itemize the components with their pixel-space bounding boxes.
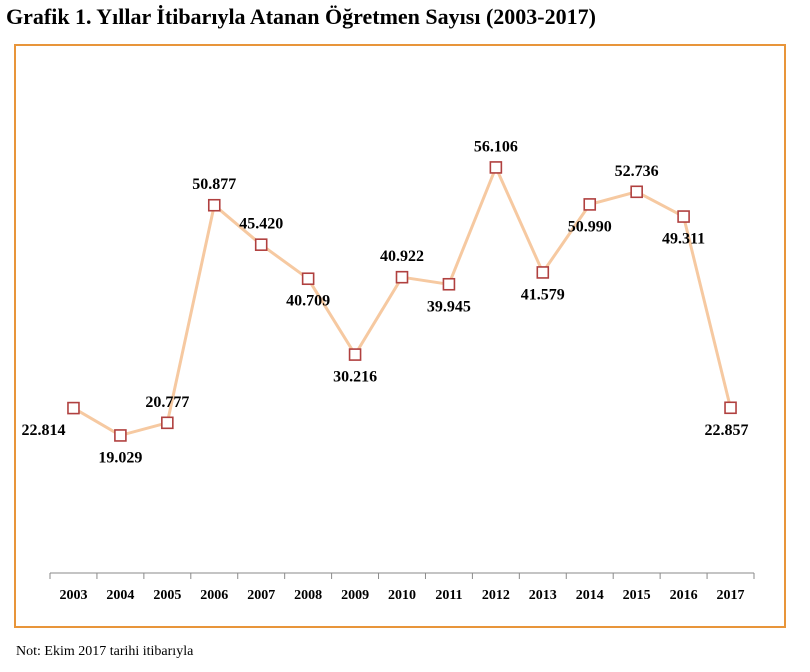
data-label: 50.877 [192, 176, 236, 193]
x-tick-label: 2006 [200, 588, 228, 603]
data-point-marker [583, 198, 597, 211]
data-point-marker [395, 270, 409, 284]
x-tick-label: 2008 [294, 588, 322, 603]
x-tick-label: 2007 [247, 588, 275, 603]
data-label: 45.420 [239, 216, 283, 233]
data-point-marker [254, 238, 268, 251]
data-label: 40.709 [286, 293, 330, 310]
x-tick-label: 2012 [482, 588, 510, 603]
data-label: 22.814 [21, 422, 65, 439]
x-tick-label: 2015 [623, 588, 651, 603]
footnote: Not: Ekim 2017 tarihi itibarıyla [16, 644, 194, 659]
data-point-marker [207, 198, 221, 212]
x-tick-label: 2013 [529, 588, 557, 603]
x-tick-label: 2017 [717, 588, 745, 603]
data-label: 19.029 [98, 449, 142, 466]
data-point-marker [677, 210, 690, 223]
data-point-marker [442, 277, 456, 291]
data-point-marker [114, 429, 127, 442]
x-tick-label: 2005 [153, 588, 181, 603]
data-point-marker [161, 416, 174, 430]
data-label: 30.216 [333, 369, 377, 386]
data-label: 49.311 [662, 231, 705, 248]
x-tick-label: 2009 [341, 588, 369, 603]
x-tick-label: 2004 [106, 588, 134, 603]
data-label: 40.922 [380, 248, 424, 265]
data-point-marker [630, 185, 643, 199]
x-tick-label: 2010 [388, 588, 416, 603]
data-label: 56.106 [474, 138, 518, 155]
data-point-marker [301, 272, 315, 286]
data-point-marker [536, 266, 550, 279]
x-tick-label: 2014 [576, 588, 604, 603]
x-tick-label: 2011 [435, 588, 462, 603]
data-point-marker [724, 401, 737, 415]
data-point-marker [67, 401, 80, 415]
data-label: 41.579 [521, 286, 565, 303]
chart-frame: 2003 2004 2005 2006 2007 2008 2009 2010 2011 2012… [14, 44, 786, 628]
data-label: 22.857 [705, 422, 749, 439]
data-label: 50.990 [568, 218, 612, 235]
data-label: 52.736 [615, 163, 659, 180]
data-point-marker [348, 348, 362, 361]
data-label: 20.777 [145, 394, 189, 411]
line-chart: 2003 2004 2005 2006 2007 2008 2009 2010 2011 2012… [21, 138, 755, 603]
data-point-marker [489, 161, 503, 174]
data-label: 39.945 [427, 298, 471, 315]
x-tick-label: 2016 [670, 588, 698, 603]
x-tick-label: 2003 [59, 588, 87, 603]
chart-title: Grafik 1. Yıllar İtibarıyla Atanan Öğret… [6, 4, 596, 29]
